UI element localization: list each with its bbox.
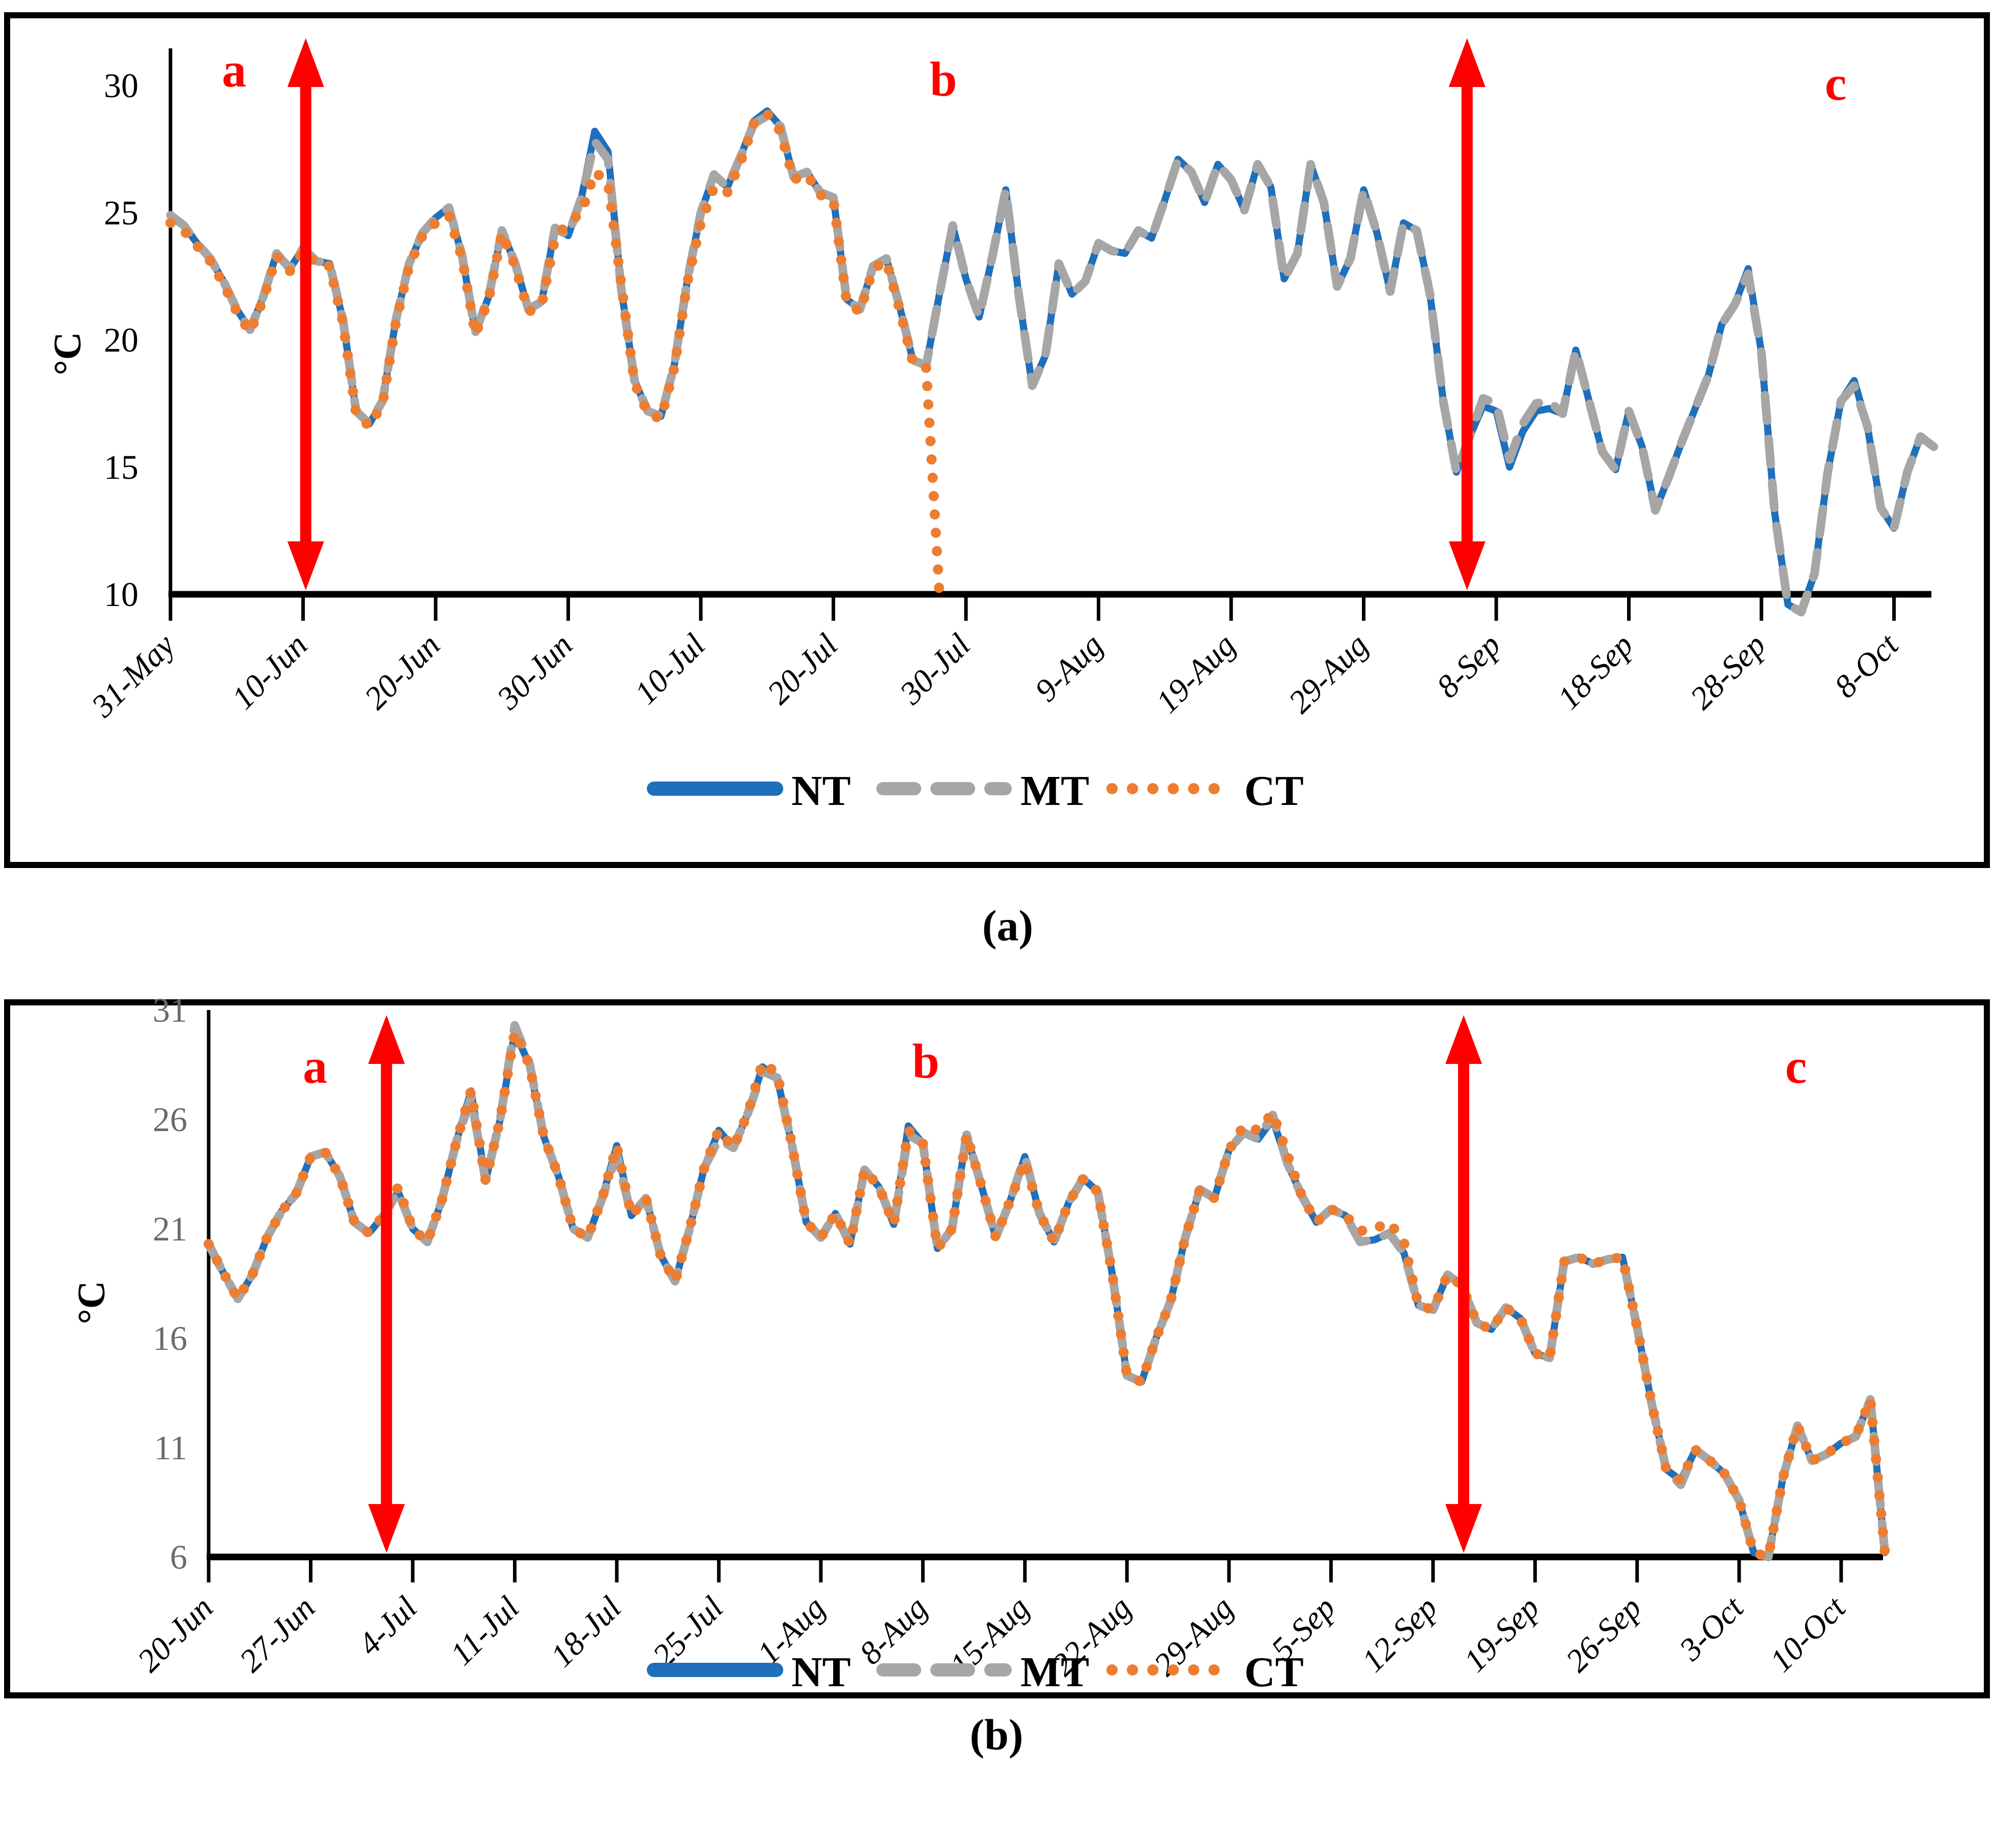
legend-panel-a: NT MT CT <box>647 767 1304 815</box>
x-tick-label: 8-Sep <box>1430 627 1507 705</box>
legend-nt-label: NT <box>791 1649 851 1696</box>
x-tick-label: 30-Jul <box>892 627 977 712</box>
y-tick-label: 30 <box>104 66 138 105</box>
legend-mt-label: MT <box>1020 767 1089 815</box>
y-tick-label: 6 <box>170 1538 187 1576</box>
x-tick-label: 8-Aug <box>852 1590 934 1671</box>
panel-b-chart: 20-Jun 27-Jun 4-Jul 11-Jul 18-Jul 25-Jul 1-Aug… <box>130 991 1890 1683</box>
panel-b-y-axis-label: °C <box>70 1281 113 1324</box>
arrow-down-head-icon <box>368 1504 405 1553</box>
x-tick-label: 20-Jul <box>760 627 845 711</box>
region-label-b: b <box>912 1034 939 1088</box>
panel-a-y-axis-label: °C <box>46 332 89 375</box>
legend-nt-label: NT <box>791 767 851 815</box>
x-tick-label: 28-Sep <box>1683 627 1773 716</box>
x-tick-label: 18-Jul <box>544 1590 628 1674</box>
arrow-down-head-icon <box>287 541 324 590</box>
x-tick-label: 31-May <box>84 626 182 724</box>
region-label-b: b <box>930 52 957 106</box>
x-tick-label: 10-Jun <box>225 627 315 716</box>
y-tick-label: 16 <box>153 1319 187 1358</box>
y-tick-label: 25 <box>104 193 138 232</box>
y-tick-label: 21 <box>153 1209 187 1248</box>
y-tick-label: 11 <box>154 1428 187 1467</box>
x-tick-label: 20-Jun <box>357 627 447 716</box>
region-label-a: a <box>222 43 246 97</box>
legend-panel-b: NT MT CT <box>647 1649 1304 1696</box>
legend-mt-label: MT <box>1020 1649 1089 1696</box>
x-tick-label: 9-Aug <box>1028 627 1110 709</box>
arrow-down-head-icon <box>1448 541 1486 590</box>
x-tick-label: 25-Jul <box>645 1590 730 1674</box>
panel-a-border <box>4 12 1990 868</box>
ct-series-line <box>165 108 945 599</box>
arrow-down-head-icon <box>1445 1504 1482 1553</box>
x-tick-label: 20-Jun <box>130 1590 220 1679</box>
x-tick-label: 4-Jul <box>351 1590 424 1662</box>
y-tick-label: 15 <box>104 448 138 486</box>
x-tick-label: 19-Aug <box>1149 627 1242 720</box>
y-tick-label: 26 <box>153 1100 187 1139</box>
mt-series-line <box>166 111 1939 617</box>
x-tick-label: 26-Sep <box>1559 1590 1648 1679</box>
region-label-c: c <box>1785 1039 1807 1093</box>
x-tick-label: 29-Aug <box>1281 627 1375 720</box>
legend-ct-label: CT <box>1244 767 1304 815</box>
region-label-a: a <box>303 1039 327 1093</box>
arrow-up-head-icon <box>1448 38 1486 87</box>
x-tick-label: 30-Jun <box>490 627 580 717</box>
nt-series-line <box>167 107 1938 616</box>
caption-a: (a) <box>982 901 1033 950</box>
x-tick-label: 12-Sep <box>1355 1590 1444 1679</box>
x-tick-label: 8-Oct <box>1827 626 1906 705</box>
y-tick-label: 20 <box>104 321 138 359</box>
x-tick-label: 19-Sep <box>1457 1590 1546 1679</box>
region-label-c: c <box>1825 56 1847 110</box>
mt-series-line <box>204 1021 1890 1562</box>
x-tick-label: 10-Oct <box>1763 1589 1853 1679</box>
x-tick-label: 3-Oct <box>1672 1589 1751 1668</box>
x-tick-label: 27-Jun <box>233 1590 322 1679</box>
y-tick-label: 31 <box>153 991 187 1029</box>
x-tick-label: 18-Sep <box>1551 627 1640 716</box>
panel-b-border <box>4 999 1990 1698</box>
arrow-up-head-icon <box>368 1015 405 1064</box>
legend-ct-label: CT <box>1244 1649 1304 1696</box>
x-tick-label: 10-Jul <box>628 627 712 711</box>
arrow-up-head-icon <box>1445 1015 1482 1064</box>
arrow-up-head-icon <box>287 38 324 87</box>
x-tick-label: 11-Jul <box>443 1590 526 1672</box>
panel-a-chart: 31-May 10-Jun 20-Jun 30-Jun 10-Jul 20-Jul 30-J… <box>84 38 1939 724</box>
y-tick-label: 10 <box>104 575 138 614</box>
caption-b: (b) <box>970 1710 1023 1759</box>
